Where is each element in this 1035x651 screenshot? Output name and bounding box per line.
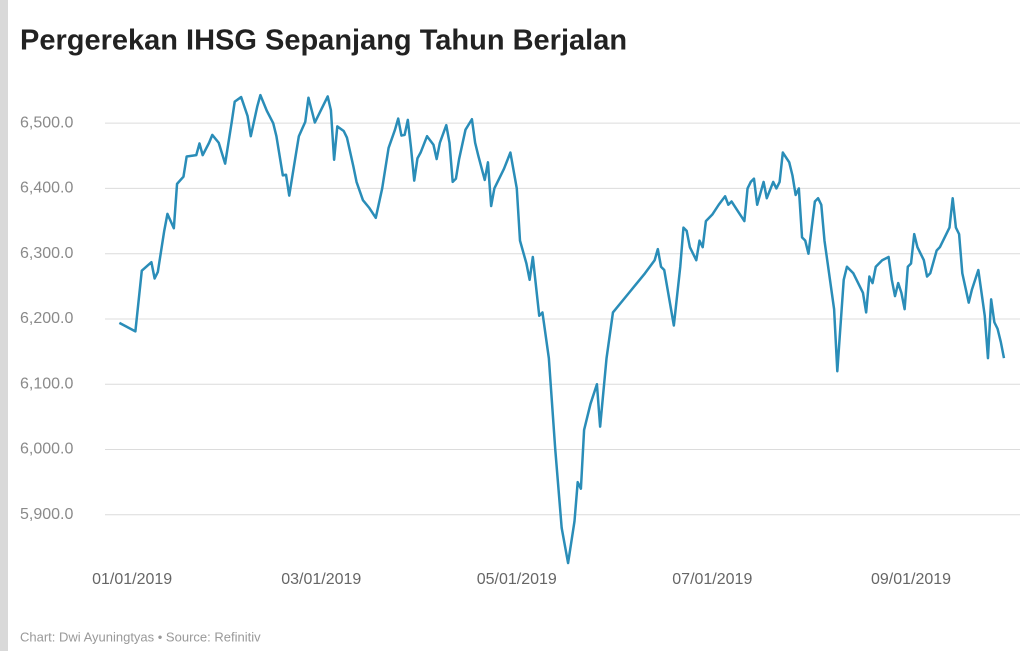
y-tick-label: 6,200.0: [20, 310, 73, 327]
chart-title: Pergerekan IHSG Sepanjang Tahun Berjalan: [20, 25, 627, 57]
y-tick-label: 6,500.0: [20, 114, 73, 131]
y-tick-label: 5,900.0: [20, 506, 73, 523]
data-line: [119, 95, 1004, 563]
chart: Pergerekan IHSG Sepanjang Tahun Berjalan…: [0, 0, 1035, 651]
chart-footer: Chart: Dwi Ayuningtyas • Source: Refinit…: [20, 629, 261, 644]
y-tick-label: 6,400.0: [20, 180, 73, 197]
y-tick-label: 6,100.0: [20, 375, 73, 392]
y-tick-label: 6,000.0: [20, 441, 73, 458]
x-tick-label: 03/01/2019: [281, 571, 361, 588]
side-strip: [0, 0, 8, 651]
x-tick-label: 07/01/2019: [672, 571, 752, 588]
y-tick-label: 6,300.0: [20, 245, 73, 262]
x-tick-label: 09/01/2019: [871, 571, 951, 588]
x-tick-label: 05/01/2019: [477, 571, 557, 588]
x-tick-label: 01/01/2019: [92, 571, 172, 588]
